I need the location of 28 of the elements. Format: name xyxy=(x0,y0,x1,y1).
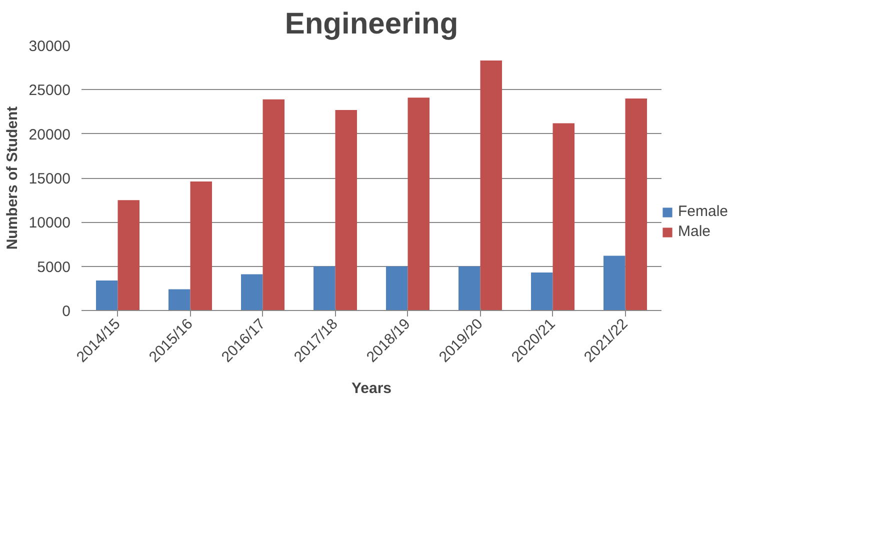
y-tick-label: 20000 xyxy=(28,126,71,144)
bar xyxy=(386,266,408,310)
bar xyxy=(552,123,574,310)
chart-title: Engineering xyxy=(284,8,458,40)
bar xyxy=(458,266,480,310)
x-axis-title: Years xyxy=(351,380,392,397)
bar xyxy=(335,110,357,310)
y-axis-title: Numbers of Student xyxy=(4,106,21,250)
y-tick-label: 0 xyxy=(62,303,70,320)
y-tick-label: 25000 xyxy=(28,82,71,100)
y-tick-label: 10000 xyxy=(28,214,71,232)
bar xyxy=(625,98,647,310)
bar xyxy=(241,274,263,310)
y-tick-label: 5000 xyxy=(37,258,71,276)
bar xyxy=(604,256,626,310)
bar xyxy=(408,98,430,310)
y-tick-label: 15000 xyxy=(28,170,71,188)
bar xyxy=(262,99,284,310)
bar xyxy=(96,280,118,310)
legend-label: Female xyxy=(678,203,728,220)
bar xyxy=(480,60,502,310)
bar xyxy=(168,289,190,310)
bar xyxy=(118,200,140,310)
bar xyxy=(314,266,336,310)
bar xyxy=(190,182,212,310)
bar xyxy=(531,272,553,310)
legend-label: Male xyxy=(678,223,711,240)
y-tick-label: 30000 xyxy=(28,38,71,55)
